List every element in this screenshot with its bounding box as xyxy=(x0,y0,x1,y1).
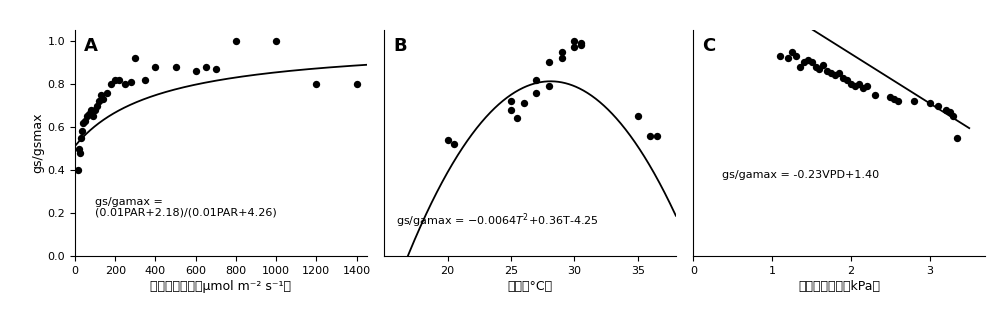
Point xyxy=(800,58,816,63)
Point xyxy=(882,94,898,99)
Point xyxy=(95,96,111,102)
Point xyxy=(554,56,570,61)
Point xyxy=(72,150,88,155)
Point xyxy=(99,90,115,95)
Point xyxy=(79,114,95,119)
Point xyxy=(827,73,843,78)
Point xyxy=(541,60,557,65)
Point xyxy=(509,116,525,121)
Point xyxy=(788,53,804,59)
Point xyxy=(103,81,119,87)
Point xyxy=(949,135,965,140)
Point xyxy=(117,81,133,87)
Point xyxy=(811,66,827,72)
Text: (0.01PAR+2.18)/(0.01PAR+4.26): (0.01PAR+2.18)/(0.01PAR+4.26) xyxy=(95,208,277,218)
Point xyxy=(77,118,93,123)
Point xyxy=(147,64,163,69)
Point xyxy=(541,83,557,89)
Point xyxy=(228,38,244,44)
X-axis label: 温度（°C）: 温度（°C） xyxy=(507,280,553,293)
Point xyxy=(573,41,589,46)
Point xyxy=(89,103,105,108)
Point xyxy=(847,83,863,89)
Point xyxy=(308,81,324,87)
Point xyxy=(70,168,86,173)
Point xyxy=(198,64,214,69)
Y-axis label: gs/gsmax: gs/gsmax xyxy=(32,113,45,174)
Point xyxy=(938,107,954,113)
Point xyxy=(867,92,883,97)
Point xyxy=(528,90,544,95)
Point xyxy=(792,64,808,69)
Point xyxy=(349,81,365,87)
Point xyxy=(93,92,109,97)
Point xyxy=(446,142,462,147)
Point xyxy=(815,62,831,67)
Point xyxy=(107,77,123,82)
Point xyxy=(516,101,532,106)
Point xyxy=(831,71,847,76)
Point xyxy=(886,96,902,102)
Point xyxy=(804,60,820,65)
Point xyxy=(168,64,184,69)
Point xyxy=(942,109,958,115)
Point xyxy=(554,49,570,54)
Text: gs/gamax = -0.23VPD+1.40: gs/gamax = -0.23VPD+1.40 xyxy=(722,170,880,180)
Point xyxy=(642,133,658,138)
Point xyxy=(111,77,127,82)
Point xyxy=(796,60,812,65)
Point xyxy=(85,114,101,119)
Point xyxy=(503,98,519,104)
Point xyxy=(528,77,544,82)
Point xyxy=(839,77,855,82)
Point xyxy=(835,75,851,80)
Point xyxy=(649,133,665,138)
X-axis label: 饱和水汽压差（kPa）: 饱和水汽压差（kPa） xyxy=(798,280,880,293)
Point xyxy=(268,38,284,44)
Point xyxy=(74,129,90,134)
Point xyxy=(859,83,875,89)
Point xyxy=(75,120,91,125)
Text: B: B xyxy=(393,37,407,55)
Point xyxy=(573,43,589,48)
Point xyxy=(87,107,103,113)
Point xyxy=(945,114,961,119)
Point xyxy=(566,45,582,50)
Point xyxy=(784,49,800,54)
Point xyxy=(808,64,824,69)
Point xyxy=(890,98,906,104)
Point xyxy=(843,81,859,87)
Point xyxy=(81,112,97,117)
Point xyxy=(188,68,204,74)
Point xyxy=(83,107,99,113)
Text: gs/gamax =: gs/gamax = xyxy=(95,197,163,207)
Point xyxy=(127,56,143,61)
Point xyxy=(440,137,456,143)
Point xyxy=(208,66,224,72)
Point xyxy=(772,53,788,59)
X-axis label: 光和有效辐射（μmol m⁻² s⁻¹）: 光和有效辐射（μmol m⁻² s⁻¹） xyxy=(150,280,291,293)
Point xyxy=(823,71,839,76)
Point xyxy=(73,135,89,140)
Point xyxy=(137,77,153,82)
Point xyxy=(566,38,582,44)
Point xyxy=(503,107,519,113)
Text: gs/gamax = $-0.0064T^{2}$+0.36T-4.25: gs/gamax = $-0.0064T^{2}$+0.36T-4.25 xyxy=(396,211,598,230)
Text: A: A xyxy=(84,37,98,55)
Point xyxy=(851,81,867,87)
Point xyxy=(630,114,646,119)
Text: C: C xyxy=(702,37,715,55)
Point xyxy=(855,86,871,91)
Point xyxy=(930,103,946,108)
Point xyxy=(906,98,922,104)
Point xyxy=(819,68,835,74)
Point xyxy=(123,79,139,84)
Point xyxy=(71,146,87,151)
Point xyxy=(91,98,107,104)
Point xyxy=(780,56,796,61)
Point xyxy=(922,101,938,106)
